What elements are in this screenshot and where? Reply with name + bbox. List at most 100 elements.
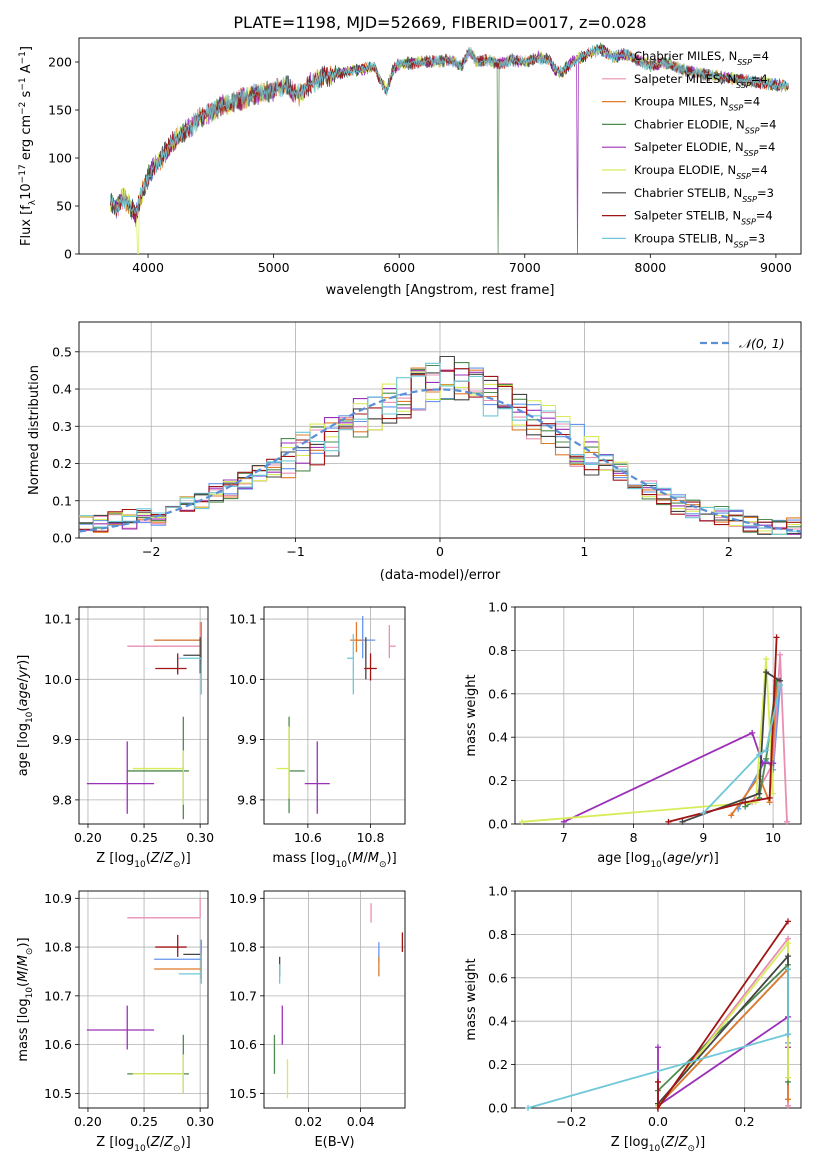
tick-label-y: 10.8 [229,940,257,955]
weight-marker [770,790,777,797]
weight-marker [785,940,791,947]
weight-marker [679,818,686,825]
tick-label-y: 10.6 [44,1037,72,1052]
tick-label-y: 10.7 [44,988,72,1003]
tick-label-x: 8 [630,830,638,845]
weight-marker [773,634,780,641]
tick-label-x: 0.04 [347,1114,375,1129]
tick-label-y: 0 [64,247,72,262]
tick-label-y: 0.2 [488,773,508,788]
legend-label: Salpeter STELIB, NSSP=4 [634,209,773,227]
tick-label-y: 9.8 [52,792,72,807]
weight-marker [777,651,784,658]
tick-label-x: 0.30 [186,1114,214,1129]
tick-label-y: 1.0 [488,600,508,615]
tick-label-y: 10.9 [229,891,257,906]
legend-label: Salpeter ELODIE, NSSP=4 [634,140,775,158]
tick-label-y: 0.6 [488,686,508,701]
tick-label-y: 9.8 [237,792,257,807]
legend-label: Chabrier STELIB, NSSP=3 [634,186,774,204]
weight-marker [766,794,773,801]
weight-marker [785,1031,791,1038]
weight-marker [655,1044,661,1051]
weight-marker [665,818,672,825]
tick-label-x: 0 [436,544,444,559]
weight-marker [785,1074,791,1081]
tick-label-x: 5000 [258,260,290,275]
panel: −0.2 0.0 0.2 0.0 0.2 0.4 0.6 0.8 1.0 Z [log10(Z/Z… [464,884,802,1154]
tick-label-x: 10.6 [294,830,322,845]
tick-label-x: 0.20 [74,1114,102,1129]
weight-line [563,731,774,823]
weight-marker [785,953,791,960]
tick-label-y: 10.8 [44,940,72,955]
y-axis-label: Flux [fλ10−17 erg cm−2 s−1 A−1] [18,46,38,246]
panel: 10.6 10.8 9.8 9.9 10.0 10.1 mass [log10(M/M⊙)] [229,606,406,870]
y-axis-label: mass weight [464,958,479,1040]
y-axis-label: Normed distribution [27,365,42,495]
x-axis-label: E(B-V) [314,1135,354,1150]
tick-label-x: 2 [725,544,733,559]
axes-frame [514,606,802,825]
tick-label-y: 0.1 [52,493,72,508]
tick-label-x: 6000 [383,260,415,275]
weight-marker [756,790,763,797]
histogram-step [79,367,801,529]
weight-lines [518,634,791,825]
tick-label-y: 10.9 [44,891,72,906]
weight-marker [525,1105,531,1111]
legend-label: Kroupa STELIB, NSSP=3 [634,231,765,249]
weight-lines [525,918,791,1111]
normal-curve [79,388,801,533]
tick-label-y: 0.5 [52,344,72,359]
weight-line [702,684,781,814]
legend-label: Chabrier MILES, NSSP=4 [634,49,769,67]
tick-label-y: 10.6 [229,1037,257,1052]
spectrum-line [110,44,789,216]
tick-label-y: 0.3 [52,419,72,434]
tick-label-x: 10 [765,830,781,845]
tick-label-x: 0.02 [294,1114,322,1129]
weight-marker [785,1102,791,1109]
panel: −2 −1 0 1 2 0.0 0.1 0.2 0.3 0.4 0.5 (data-model)/er… [27,321,802,583]
tick-label-y: 0.8 [488,643,508,658]
x-axis-label: Z [log10(Z/Z⊙)] [96,851,190,870]
legend: Chabrier MILES, NSSP=4 Salpeter MILES, NS… [602,49,776,249]
tick-label-y: 10.5 [229,1086,257,1101]
panel: 0.02 0.04 10.5 10.6 10.7 10.8 10.9 E(B-V) [229,890,406,1150]
legend-label: Kroupa ELODIE, NSSP=4 [634,163,768,181]
weight-marker [785,918,791,925]
y-axis-label: mass [log10(M/M⊙)] [16,937,35,1061]
tick-label-y: 10.1 [44,612,72,627]
weight-marker [763,656,770,663]
x-axis-label: wavelength [Angstrom, rest frame] [326,283,555,298]
weight-marker [518,818,525,825]
tick-label-y: 0.6 [488,970,508,985]
tick-label-y: 0.0 [488,817,508,832]
legend-label: Chabrier ELODIE, NSSP=4 [634,117,776,135]
y-axis-label: mass weight [464,674,479,756]
errorbars [86,898,202,1094]
tick-label-y: 0.2 [52,456,72,471]
weight-marker [728,812,735,819]
axes-frame [78,321,802,539]
errorbars [86,622,202,820]
weight-marker [749,729,756,736]
tick-label-y: 10.0 [44,672,72,687]
errorbars [276,616,396,814]
figure-title: PLATE=1198, MJD=52669, FIBERID=0017, z=0… [233,13,646,32]
weight-line [657,962,789,1092]
tick-label-y: 10.7 [229,988,257,1003]
tick-label-y: 0.4 [488,1014,508,1029]
tick-label-x: 10.8 [357,830,385,845]
weight-line [521,659,774,823]
tick-label-x: 9000 [760,260,792,275]
weight-marker [785,966,791,973]
tick-label-x: 0.25 [130,830,158,845]
spectrum-lines [110,42,789,254]
x-axis-label: age [log10(age/yr)] [597,851,719,870]
tick-label-x: 0.20 [74,830,102,845]
tick-label-x: −2 [142,544,160,559]
tick-label-y: 0.0 [488,1101,508,1116]
